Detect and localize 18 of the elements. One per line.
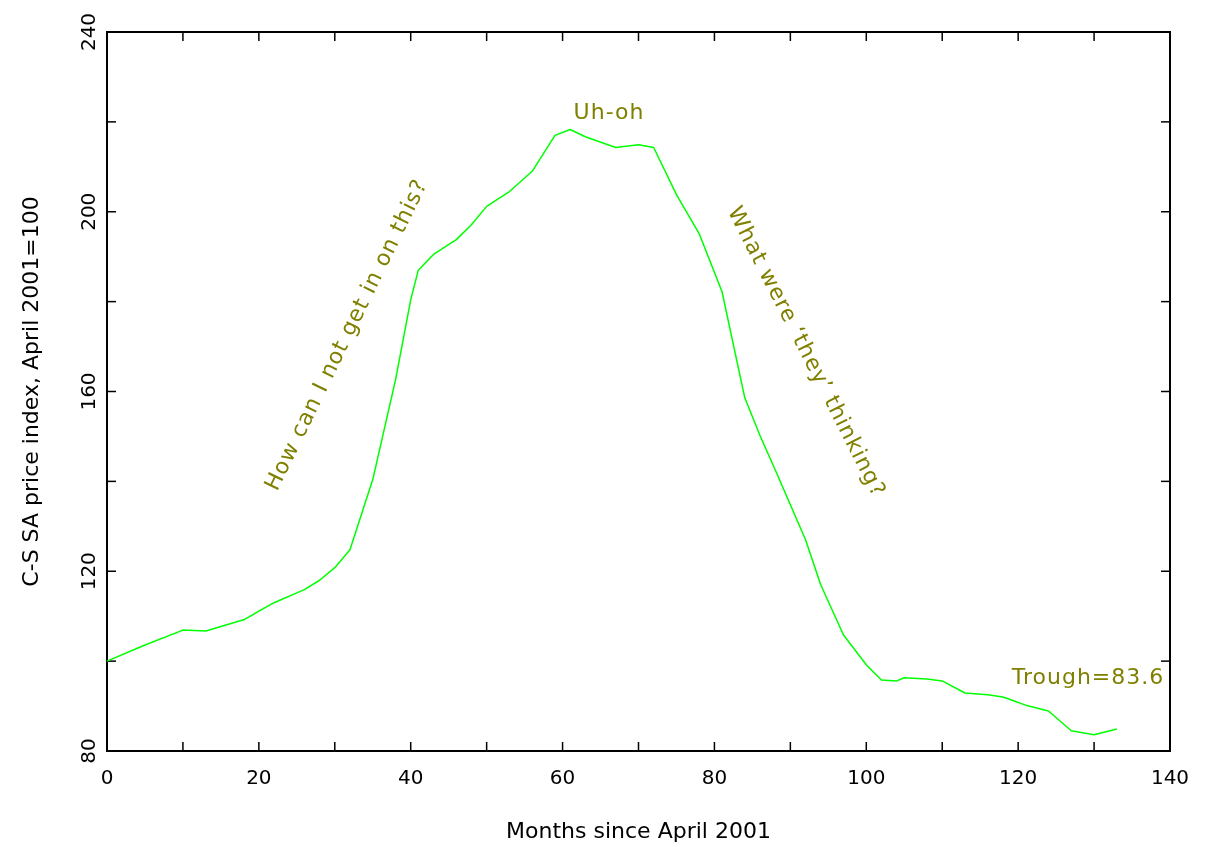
x-tick-label: 140 — [1150, 765, 1190, 789]
x-tick-label: 20 — [246, 765, 272, 789]
x-tick-label: 80 — [701, 765, 728, 789]
y-tick-label: 120 — [76, 552, 100, 591]
x-tick-label: 0 — [100, 765, 114, 789]
y-axis-title: C-S SA price index, April 2001=100 — [18, 196, 43, 587]
x-axis-title: Months since April 2001 — [506, 818, 771, 843]
annotation: Trough=83.6 — [1010, 664, 1165, 689]
x-tick-label: 100 — [847, 765, 886, 789]
annotation: Uh-oh — [573, 99, 645, 124]
x-tick-label: 60 — [549, 765, 576, 789]
annotation: How can I not get in on this? — [259, 174, 433, 495]
y-tick-label: 80 — [76, 738, 100, 764]
y-tick-label: 240 — [76, 12, 100, 52]
y-tick-label: 160 — [76, 372, 100, 411]
x-tick-label: 120 — [999, 765, 1038, 789]
x-tick-label: 40 — [397, 765, 424, 789]
y-tick-label: 200 — [76, 192, 100, 231]
